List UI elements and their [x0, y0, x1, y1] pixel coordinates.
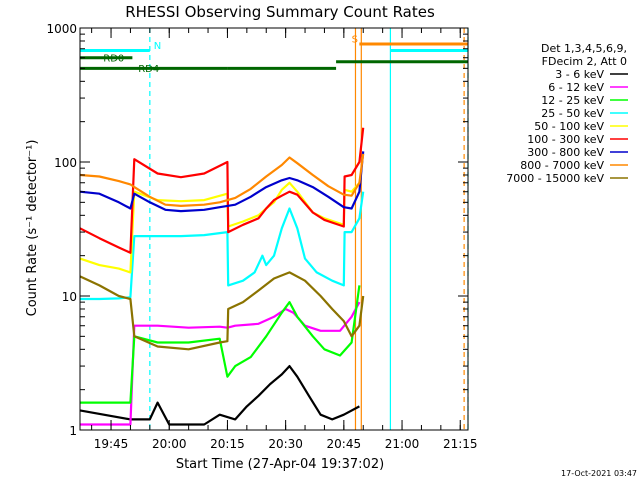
legend-entry-800-7000-kev: 800 - 7000 keV: [520, 159, 604, 172]
series-line-7000-15000-kev: [79, 271, 365, 351]
legend-entry-7000-15000-kev: 7000 - 15000 keV: [506, 172, 604, 185]
y-tick-label-10: 10: [62, 290, 77, 304]
series-line-12-25-kev: [80, 285, 361, 404]
legend-entry-50-100-kev: 50 - 100 keV: [534, 120, 604, 133]
plot-frame: [79, 27, 469, 431]
x-tick-label-19-45: 19:45: [94, 437, 129, 451]
series-line-300-800-kev: [79, 151, 365, 213]
y-tick-label-1000: 1000: [46, 22, 77, 36]
annotation-label-s: S: [352, 34, 358, 45]
x-tick-label-21-15: 21:15: [443, 437, 478, 451]
chart-title: RHESSI Observing Summary Count Rates: [125, 3, 435, 21]
x-tick-label-20-15: 20:15: [210, 437, 245, 451]
legend-entry-100-300-kev: 100 - 300 keV: [527, 133, 604, 146]
legend-entry-3-6-kev: 3 - 6 keV: [555, 68, 604, 81]
legend-entry-300-800-kev: 300 - 800 keV: [527, 146, 604, 159]
y-tick-label-1: 1: [69, 424, 77, 438]
x-tick-label-20-00: 20:00: [152, 437, 187, 451]
x-tick-label-20-30: 20:30: [268, 437, 303, 451]
axes: 1 10 100 1000 19:45 20:00 20:15 20:30 20:45 21:00…: [46, 22, 477, 451]
series-line-100-300-kev: [79, 127, 365, 254]
series-line-3-6-kev: [79, 365, 360, 426]
series-line-6-12-kev: [80, 301, 361, 426]
x-tick-label-20-45: 20:45: [327, 437, 362, 451]
legend-entry-25-50-kev: 25 - 50 keV: [541, 107, 604, 120]
series-line-800-7000-kev: [79, 153, 365, 207]
series-line-50-100-kev: [79, 181, 361, 274]
footer-date: 17-Oct-2021 03:47: [561, 469, 637, 478]
y-tick-label-100: 100: [54, 156, 77, 170]
annotation-label-rd4: RD4: [138, 64, 159, 75]
legend-header-line-1: Det 1,3,4,5,6,9,: [541, 42, 627, 55]
y-axis-label: Count Rate (s⁻¹ detector⁻¹): [25, 140, 40, 317]
legend-header-line-2: FDecim 2, Att 0: [542, 55, 627, 68]
x-axis-label: Start Time (27-Apr-04 19:37:02): [176, 457, 384, 472]
annotation-label-rd0: RD0: [103, 54, 124, 65]
x-tick-label-21-00: 21:00: [385, 437, 420, 451]
legend-entry-12-25-kev: 12 - 25 keV: [541, 94, 604, 107]
annotation-label-n: N: [154, 41, 161, 52]
series-line-25-50-kev: [80, 191, 365, 301]
legend-entry-6-12-kev: 6 - 12 keV: [548, 81, 604, 94]
